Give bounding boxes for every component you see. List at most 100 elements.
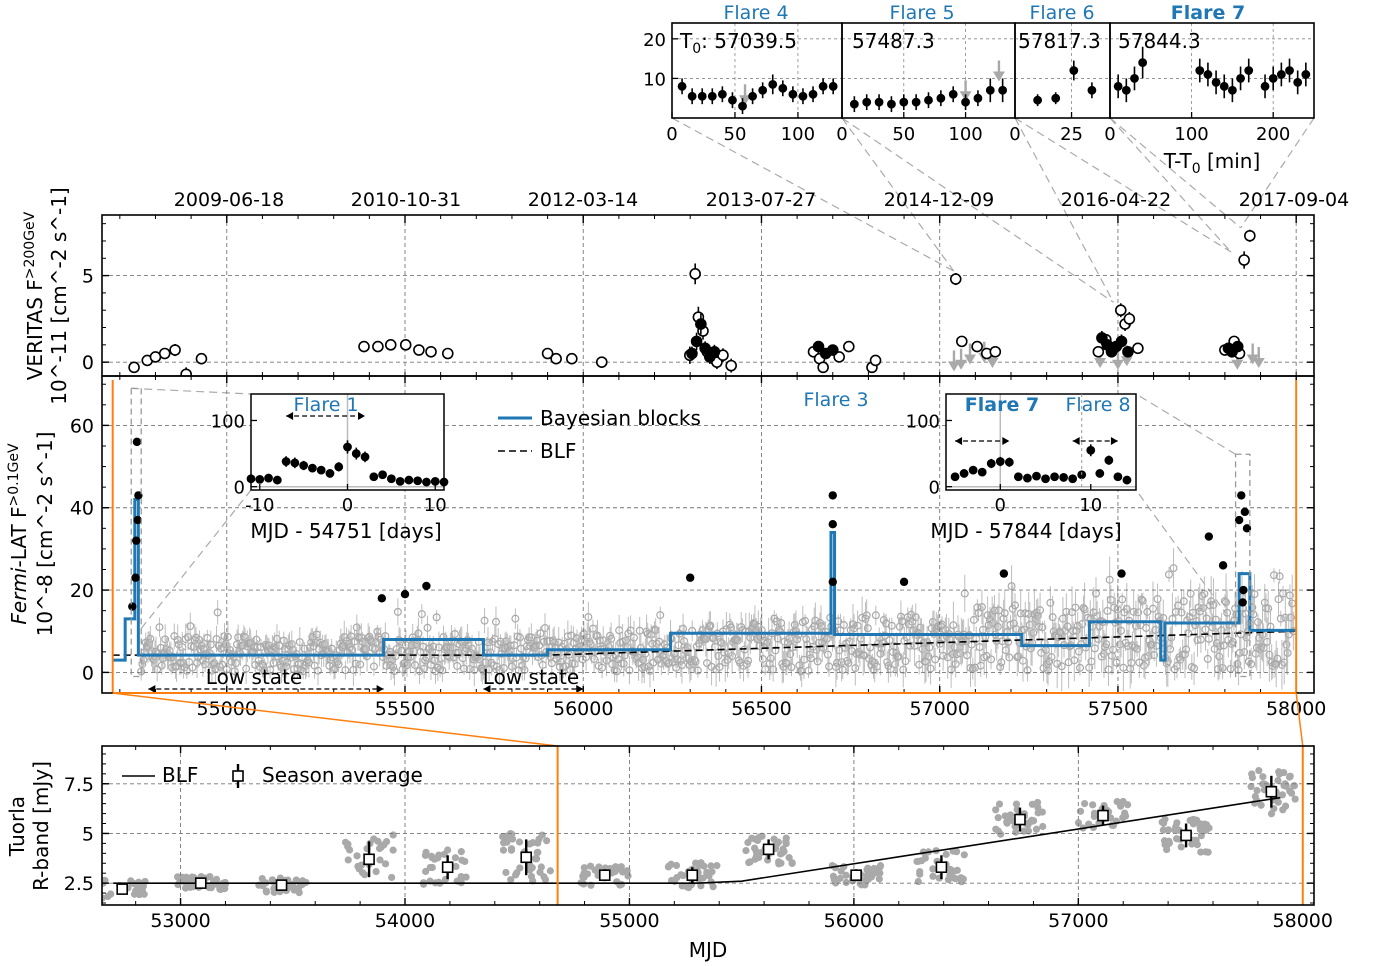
fermi-ylabel-italic: Fermi: [7, 567, 31, 625]
vinset-4-point: [709, 93, 716, 100]
tuorla-grey-point: [452, 854, 459, 861]
tuorla-grey-point: [516, 864, 523, 871]
fermi-ytick-label: 0: [82, 662, 94, 684]
tuorla-grey-point: [1282, 803, 1289, 810]
tuorla-grey-point: [1197, 848, 1204, 855]
fermi-xtick-label: 55500: [375, 698, 435, 720]
fermi-inset-1-point: [318, 467, 325, 474]
tuorla-grey-point: [748, 835, 755, 842]
vinset-4-point: [689, 93, 696, 100]
fermi-inset-1-ytick-label: 100: [211, 411, 245, 432]
tuorla-legend-season-swatch: [233, 771, 243, 781]
tuorla-grey-point: [945, 876, 952, 883]
veritas-ylabel-line2: 10^-11 [cm^-2 s^-1]: [47, 187, 71, 405]
vinset6-t0-annotation: 57817.3: [1018, 29, 1101, 53]
tuorla-grey-point: [1033, 826, 1040, 833]
tuorla-grey-point: [922, 855, 929, 862]
vinset-5-xtick-label: 100: [948, 124, 982, 145]
vinset-xlabel-sub: 0: [1192, 161, 1201, 177]
veritas-point-open: [567, 354, 577, 364]
tuorla-grey-point: [679, 872, 686, 879]
tuorla-grey-point: [353, 852, 360, 859]
veritas-point-open: [443, 348, 453, 358]
tuorla-grey-point: [665, 863, 672, 870]
vinset-4-point: [830, 83, 837, 90]
top-axis-date-4: 2013-07-27: [706, 189, 816, 211]
tuorla-season-average: [851, 870, 861, 880]
tuorla-grey-point: [836, 875, 843, 882]
veritas-ylabel-sub: >200GeV: [22, 211, 38, 279]
tuorla-grey-point: [992, 806, 999, 813]
vinset5-title: Flare 5: [889, 2, 954, 24]
vinset-5-point: [925, 97, 932, 104]
veritas-point-filled: [692, 336, 702, 346]
vinset-4-point: [729, 97, 736, 104]
tuorla-legend-blf: BLF: [162, 763, 198, 787]
fermi-inset-2-point: [1051, 473, 1058, 480]
tuorla-xtick-label: 57000: [1048, 910, 1108, 932]
tuorla-grey-point: [770, 836, 777, 843]
tuorla-season-average: [196, 878, 206, 888]
tuorla-grey-point: [783, 840, 790, 847]
fermi-inset-1-xtick-label: -10: [245, 495, 274, 516]
veritas-point-open: [951, 274, 961, 284]
fermi-ylabel-rest: -LAT F: [7, 506, 31, 567]
tuorla-grey-point: [961, 851, 968, 858]
orange-zoom-connector-left: [113, 693, 558, 746]
tuorla-season-average: [1266, 787, 1276, 797]
tuorla-grey-point: [1255, 767, 1262, 774]
vinset-4-point: [809, 91, 816, 98]
vinset-4-point: [799, 93, 806, 100]
fermi-inset-2-point: [1024, 474, 1031, 481]
tuorla-grey-point: [1163, 846, 1170, 853]
vinset-7-point: [1204, 71, 1211, 78]
fermi-inset-1-point: [265, 474, 272, 481]
tuorla-grey-point: [182, 885, 189, 892]
fermi-ytick-label: 40: [70, 498, 94, 520]
tuorla-xtick-label: 54000: [375, 910, 435, 932]
tuorla-season-average: [687, 870, 697, 880]
tuorla-grey-point: [458, 848, 465, 855]
fermi-flare-point: [422, 582, 430, 590]
fermi-flare-point: [1237, 491, 1245, 499]
vinset-7-point: [1270, 75, 1277, 82]
vinset-7-point: [1229, 87, 1236, 94]
veritas-upper-limit: [1253, 358, 1265, 368]
tuorla-grey-point: [1119, 814, 1126, 821]
tuorla-xtick-label: 58000: [1273, 910, 1333, 932]
tuorla-ylabel-line2: R-band [mJy]: [29, 761, 53, 891]
tuorla-grey-point: [543, 837, 550, 844]
tuorla-grey-point: [294, 885, 301, 892]
fermi-ylabel-line1: Fermi-LAT F>0.1GeV: [6, 443, 31, 625]
fermi-flare-point: [1241, 508, 1249, 516]
vinset7-t0-annotation: 57844.3: [1118, 29, 1201, 53]
vinset4-t0-annotation: T0: 57039.5: [679, 29, 797, 57]
fermi-inset-1-xtick-label: 10: [424, 495, 447, 516]
veritas-point-open: [1116, 305, 1126, 315]
vinset-7-point: [1131, 75, 1138, 82]
tuorla-season-average: [936, 862, 946, 872]
vinset-7-point: [1294, 79, 1301, 86]
tuorla-grey-point: [1291, 782, 1298, 789]
vinset-5-point: [863, 99, 870, 106]
fermi-inset-2-point: [988, 460, 995, 467]
vinset-6-point: [1088, 87, 1095, 94]
fermi-inset-1-point: [388, 475, 395, 482]
tuorla-grey-point: [427, 864, 434, 871]
vinset-4-point: [820, 83, 827, 90]
veritas-point-open: [1133, 343, 1143, 353]
tuorla-grey-point: [1089, 801, 1096, 808]
tuorla-grey-point: [1286, 773, 1293, 780]
tuorla-season-average: [600, 870, 610, 880]
fermi-inset-2-point: [970, 467, 977, 474]
vinset4-t0-prefix: T: [679, 29, 693, 53]
vinset-xlabel-post: [min]: [1201, 149, 1261, 173]
tuorla-grey-point: [1258, 802, 1265, 809]
fermi-inset-1-point: [282, 458, 289, 465]
top-axis-date-5: 2014-12-09: [884, 189, 994, 211]
tuorla-grey-point: [1013, 800, 1020, 807]
fermi-flare-point: [829, 520, 837, 528]
vinset-5-point: [974, 95, 981, 102]
tuorla-grey-point: [624, 872, 631, 879]
fermi-flare-point: [131, 574, 139, 582]
